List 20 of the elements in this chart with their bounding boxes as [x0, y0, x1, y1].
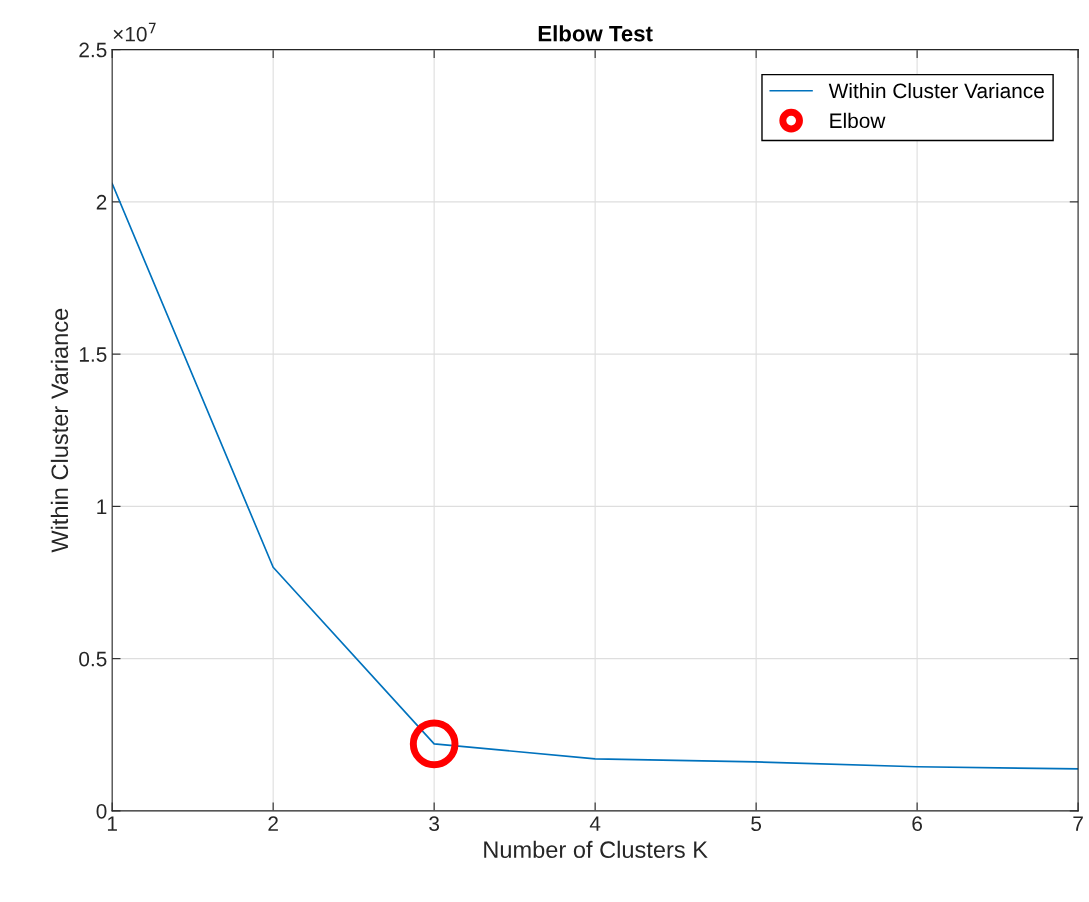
y-tick-label: 0 — [96, 803, 107, 819]
x-tick-label: 5 — [751, 816, 762, 832]
x-axis-title: Number of Clusters K — [484, 840, 708, 859]
x-tick-label: 7 — [1073, 816, 1083, 831]
text: ×10$^{7}$ — [113, 22, 156, 42]
line-series — [112, 182, 1079, 770]
legend-label: Elbow — [830, 112, 886, 129]
y-tick-label: 0.5 — [79, 651, 107, 667]
x-tick-label: 4 — [589, 816, 601, 831]
chart-title: Elbow Test — [538, 25, 653, 42]
y-tick-label: 2 — [96, 194, 107, 210]
legend-label: Within Cluster Variance — [828, 82, 1044, 99]
y-axis-title: Within Cluster Variance — [50, 308, 69, 553]
y-tick-label: 1 — [97, 499, 107, 514]
x-tick-label: 3 — [429, 816, 440, 832]
x-tick-label: 2 — [268, 816, 278, 831]
y-tick-label: 1.5 — [79, 347, 107, 362]
x-tick-label: 6 — [912, 816, 922, 832]
x-tick-label: 1 — [107, 816, 117, 831]
y-tick-label: 2.5 — [79, 42, 107, 58]
